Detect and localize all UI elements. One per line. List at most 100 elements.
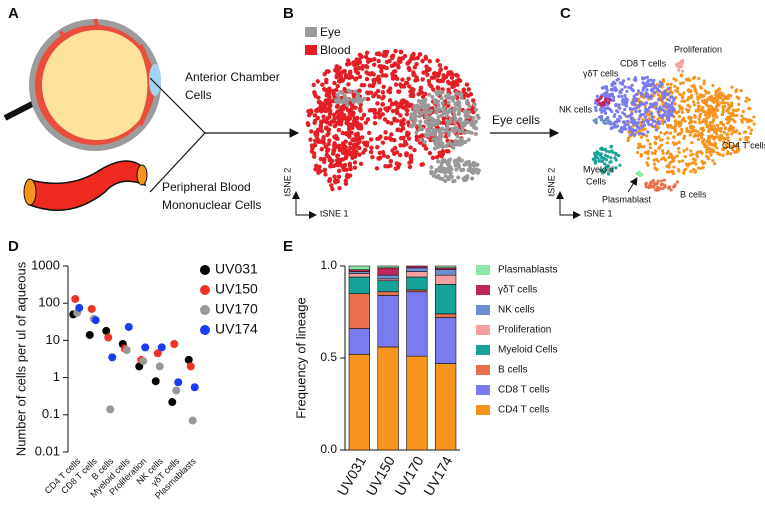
tsne-point xyxy=(721,153,725,157)
tsne-point xyxy=(374,166,380,171)
tsne-point xyxy=(615,119,619,123)
tsne-point xyxy=(392,118,397,123)
tsne-point xyxy=(415,77,420,83)
tsne-point xyxy=(440,141,445,146)
tsne-point xyxy=(337,100,342,105)
tsne-point xyxy=(347,141,353,146)
tsne-point xyxy=(636,125,640,129)
tsne-point xyxy=(368,149,374,155)
tsne-point xyxy=(331,88,336,94)
tsne-point xyxy=(724,117,729,121)
tsne-point xyxy=(624,99,628,103)
tsne-point xyxy=(621,99,625,104)
tsne-point xyxy=(614,104,618,108)
tsne-point xyxy=(432,131,437,136)
tsne-point xyxy=(332,124,337,129)
cluster-label: NK cells xyxy=(559,104,593,114)
tsne-point xyxy=(347,61,352,66)
tsne-point xyxy=(628,113,632,118)
tsne-point xyxy=(651,104,655,108)
tsne-point xyxy=(707,109,711,113)
tsne-point xyxy=(430,155,436,161)
tsne-point xyxy=(721,109,725,114)
tsne-point xyxy=(621,102,625,106)
tsne-point xyxy=(627,77,631,81)
tsne-point xyxy=(407,59,412,64)
bar-segment xyxy=(377,291,399,296)
dot xyxy=(174,378,183,387)
tsne-point xyxy=(404,141,409,147)
tsne-point xyxy=(406,76,411,82)
tsne-point xyxy=(390,108,396,114)
tsne-point xyxy=(720,147,725,151)
tsne-point xyxy=(627,85,631,89)
tsne-point xyxy=(710,120,714,124)
tsne-point xyxy=(692,167,696,172)
tsne-point xyxy=(446,165,451,170)
tsne-point xyxy=(731,148,735,152)
tsne-point xyxy=(440,87,445,92)
tsne-point xyxy=(689,93,694,97)
tsne-point xyxy=(740,114,744,118)
bar-segment xyxy=(434,284,457,315)
tsne-point xyxy=(609,126,613,131)
tsne-point xyxy=(399,122,404,127)
tsne-point xyxy=(318,156,324,162)
tsne-point xyxy=(644,101,648,105)
dot xyxy=(91,316,100,325)
tsne-point xyxy=(376,51,381,56)
tsne-point xyxy=(370,83,376,89)
tsne-point xyxy=(637,131,641,136)
tsne-point xyxy=(695,91,699,96)
tsne-point xyxy=(673,124,678,128)
tsne-point xyxy=(658,186,662,190)
tsne-point xyxy=(673,119,677,123)
tsne-point xyxy=(614,125,618,129)
tsne-point xyxy=(444,113,449,118)
tsne-point xyxy=(474,126,479,131)
tsne-point xyxy=(402,53,408,59)
tsne-point xyxy=(425,116,430,121)
tsne-point xyxy=(634,106,638,110)
tsne-point xyxy=(593,120,598,124)
tsne-point xyxy=(431,137,436,142)
tsne-point xyxy=(418,110,423,115)
tsne-point xyxy=(644,181,648,186)
tsne-point xyxy=(701,165,705,170)
tsne-point xyxy=(330,186,335,192)
tsne-point xyxy=(698,120,702,124)
tsne-point xyxy=(352,116,357,122)
tsne-point xyxy=(342,94,347,99)
tsne-point xyxy=(384,73,389,78)
tsne-point xyxy=(332,80,337,86)
tsne-point xyxy=(377,108,383,113)
tsne-point xyxy=(623,107,627,112)
tsne-point xyxy=(617,119,621,123)
tsne-point xyxy=(620,94,624,99)
tsne-point xyxy=(331,147,337,152)
tsne-point xyxy=(672,185,676,189)
tsne-point xyxy=(696,129,700,134)
x-tick-label: UV174 xyxy=(420,453,455,498)
tsne-point xyxy=(387,98,393,103)
tsne-point xyxy=(411,51,416,57)
tsne-point xyxy=(429,119,434,124)
axis xyxy=(295,195,317,219)
tsne-point xyxy=(422,140,427,145)
tsne-point xyxy=(406,65,411,71)
tsne-point xyxy=(640,127,645,131)
tsne-point xyxy=(699,136,704,140)
tsne-point xyxy=(692,100,696,104)
tsne-point xyxy=(699,85,703,89)
legend-label: Eye xyxy=(320,25,341,39)
tsne-point xyxy=(666,136,670,140)
tsne-point xyxy=(709,95,714,99)
tsne-point xyxy=(436,159,441,164)
tsne-point xyxy=(617,103,621,107)
axis-label: tSNE 1 xyxy=(320,208,349,218)
tsne-point xyxy=(610,82,614,86)
tsne-point xyxy=(397,152,403,158)
tsne-point xyxy=(432,146,437,151)
tsne-point xyxy=(680,99,684,103)
tsne-point xyxy=(448,119,453,124)
